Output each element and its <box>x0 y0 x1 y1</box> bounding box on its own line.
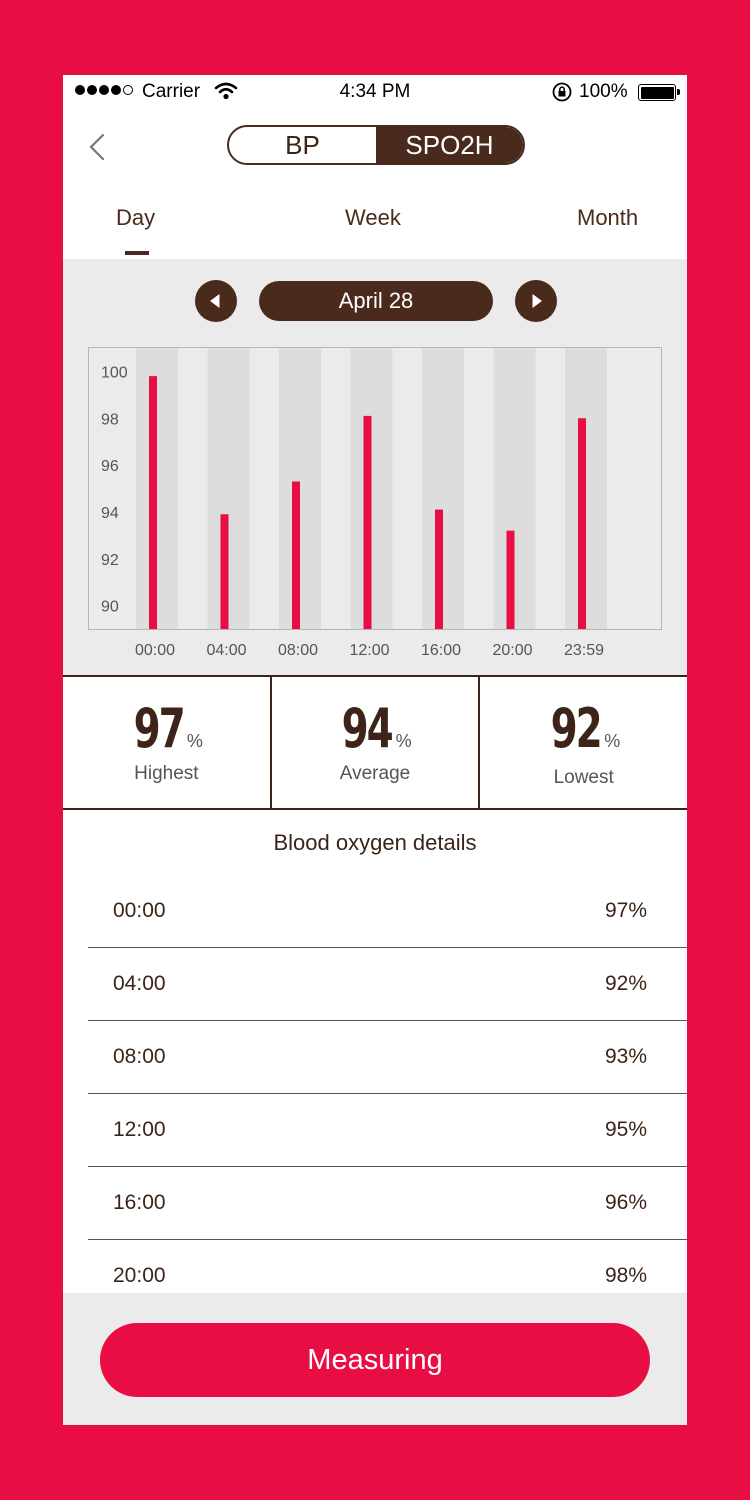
chevron-left-icon <box>89 133 105 161</box>
triangle-left-icon <box>210 294 220 308</box>
chart-bar <box>149 376 157 629</box>
x-tick-label: 16:00 <box>420 642 462 659</box>
list-item: 08:00 93% <box>88 1021 687 1094</box>
period-tabs: Day Week Month <box>63 193 687 259</box>
x-tick-label: 20:00 <box>492 642 533 659</box>
lowest-label: Lowest <box>553 767 614 788</box>
chart-canvas: 100 98 96 94 92 90 <box>101 348 607 629</box>
row-value: 96% <box>604 1191 647 1214</box>
previous-date-button[interactable] <box>195 280 237 322</box>
row-time: 12:00 <box>113 1118 166 1141</box>
active-tab-indicator <box>125 251 149 255</box>
tab-day[interactable]: Day <box>116 205 156 230</box>
row-time: 00:00 <box>113 899 166 922</box>
details-title: Blood oxygen details <box>273 830 477 855</box>
x-tick-label: 08:00 <box>277 642 319 659</box>
chart-section: April 28 100 98 96 94 92 90 00:00 04:00 08:00… <box>63 259 687 676</box>
next-date-button[interactable] <box>515 280 557 322</box>
y-tick-label: 96 <box>101 458 119 475</box>
y-tick-label: 92 <box>101 552 119 569</box>
battery-percent: 100% <box>579 81 628 102</box>
row-value: 98% <box>604 1264 647 1287</box>
row-value: 97% <box>604 899 647 922</box>
date-selector[interactable]: April 28 <box>259 281 493 321</box>
row-value: 92% <box>604 972 647 995</box>
segment-bp[interactable]: BP <box>285 129 320 160</box>
list-item: 12:00 95% <box>88 1094 687 1167</box>
x-tick-label: 00:00 <box>134 642 176 659</box>
stat-lowest: 92% Lowest <box>478 677 687 808</box>
x-tick-label: 12:00 <box>349 642 390 659</box>
triangle-right-icon <box>532 294 542 308</box>
spo2-bar-chart: 100 98 96 94 92 90 <box>88 347 662 630</box>
lowest-unit: % <box>604 731 621 751</box>
tab-week[interactable]: Week <box>345 205 401 230</box>
rotation-lock-icon <box>551 81 573 109</box>
list-item: 16:00 96% <box>88 1167 687 1240</box>
wifi-icon <box>214 81 238 107</box>
carrier-label: Carrier <box>142 81 201 102</box>
x-tick-label: 23:59 <box>563 642 605 659</box>
average-unit: % <box>395 731 412 751</box>
row-time: 08:00 <box>113 1045 166 1068</box>
y-tick-label: 98 <box>101 411 119 428</box>
row-time: 04:00 <box>113 972 166 995</box>
highest-label: Highest <box>134 763 199 784</box>
back-button[interactable] <box>83 127 113 167</box>
summary-stats: 97% Highest 94% Average 92% Lowest <box>63 675 687 810</box>
battery-icon <box>638 84 680 101</box>
chart-bar <box>578 418 586 629</box>
bottom-bar: Measuring <box>63 1293 687 1425</box>
signal-strength-icon <box>75 85 133 95</box>
x-axis-labels: 00:00 04:00 08:00 12:00 16:00 20:00 23:5… <box>63 642 687 666</box>
details-list: 00:00 97% 04:00 92% 08:00 93% 12:00 95% … <box>88 875 687 1313</box>
chart-bar <box>363 415 372 629</box>
chart-bar <box>435 509 443 629</box>
list-item: 00:00 97% <box>88 875 687 948</box>
row-time: 16:00 <box>113 1191 166 1214</box>
chart-bar <box>220 514 229 629</box>
list-item: 04:00 92% <box>88 948 687 1021</box>
phone-screen: Carrier 4:34 PM 100% BP SPO2H <box>63 75 687 1425</box>
stat-average: 94% Average <box>269 677 479 808</box>
chart-bar <box>506 530 515 629</box>
chart-bar <box>292 481 300 629</box>
row-value: 93% <box>604 1045 647 1068</box>
row-time: 20:00 <box>113 1264 166 1287</box>
segment-spo2h[interactable]: SPO2H <box>376 127 523 163</box>
y-tick-label: 90 <box>101 599 119 616</box>
highest-value: 97 <box>133 697 185 760</box>
average-label: Average <box>339 763 411 784</box>
y-tick-label: 94 <box>101 505 119 522</box>
status-time: 4:34 PM <box>339 81 411 102</box>
y-tick-label: 100 <box>101 364 128 381</box>
stat-highest: 97% Highest <box>63 677 270 808</box>
x-tick-label: 04:00 <box>206 642 247 659</box>
row-value: 95% <box>604 1118 647 1141</box>
tab-month[interactable]: Month <box>577 205 639 230</box>
metric-segmented-control: BP SPO2H <box>227 125 525 165</box>
status-bar: Carrier 4:34 PM 100% <box>63 75 687 111</box>
measure-button[interactable]: Measuring <box>100 1323 650 1397</box>
lowest-value: 92 <box>550 697 603 760</box>
average-value: 94 <box>342 697 394 760</box>
highest-unit: % <box>186 731 203 751</box>
